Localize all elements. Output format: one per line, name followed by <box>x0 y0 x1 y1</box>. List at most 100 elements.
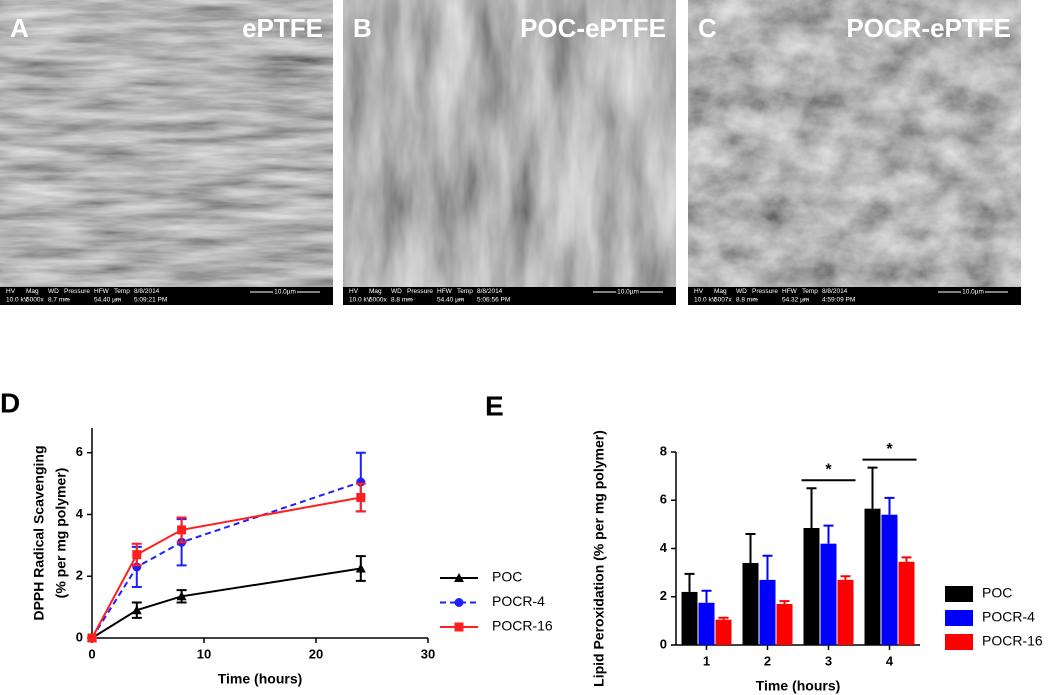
x-tick-label: 1 <box>703 653 710 668</box>
panel-letter: E <box>485 390 504 421</box>
y-tick-label: 4 <box>660 540 668 555</box>
panel-letter: D <box>0 387 20 418</box>
panel-title: ePTFE <box>242 13 323 43</box>
panel-title: POC-ePTFE <box>520 13 666 43</box>
y-tick-label: 0 <box>660 636 667 651</box>
error-bar <box>901 556 912 562</box>
panel-letter: C <box>698 13 717 43</box>
marker <box>454 598 464 607</box>
error-bar <box>806 487 817 528</box>
x-axis-label: Time (hours) <box>756 678 841 694</box>
info-value: 5000x <box>26 297 44 304</box>
bar <box>864 508 881 645</box>
info-value: 54.32 µm <box>782 297 809 304</box>
scale-label: 10.0µm <box>617 289 639 296</box>
info-value: --- <box>457 297 464 304</box>
info-time: 4:59:09 PM <box>822 297 855 304</box>
info-label: Pressure <box>752 288 778 295</box>
y-tick-label: 2 <box>660 588 667 603</box>
bar <box>742 562 759 645</box>
info-date: 8/8/2014 <box>134 288 160 295</box>
info-value: --- <box>752 297 759 304</box>
marker <box>87 633 97 643</box>
panel-title: POCR-ePTFE <box>846 13 1011 43</box>
marker <box>454 573 464 582</box>
legend-swatch <box>945 586 973 602</box>
info-value: --- <box>407 297 414 304</box>
info-label: HFW <box>94 288 110 295</box>
info-value: 10.0 kV <box>349 297 372 304</box>
scale-label: 10.0µm <box>274 289 296 296</box>
info-label: WD <box>736 288 747 295</box>
info-label: HFW <box>437 288 453 295</box>
legend-label: POCR-4 <box>982 609 1035 625</box>
info-value: 10.0 kV <box>6 297 29 304</box>
series-line <box>91 496 361 639</box>
marker <box>131 605 142 615</box>
bar <box>837 579 854 645</box>
info-label: WD <box>391 288 402 295</box>
y-axis-label: (% per mg polymer) <box>53 468 69 599</box>
info-time: 5:06:56 PM <box>477 297 510 304</box>
bar <box>776 603 793 645</box>
bar <box>803 527 820 645</box>
info-label: Temp <box>114 288 130 295</box>
marker <box>132 550 142 560</box>
sem-texture <box>0 0 333 305</box>
y-axis-label: DPPH Radical Scavenging <box>31 445 47 620</box>
sem-texture <box>343 0 676 305</box>
bar <box>715 619 732 645</box>
error-bar <box>701 589 712 603</box>
legend-swatch <box>945 634 973 650</box>
info-label: Mag <box>714 288 727 295</box>
info-label: Temp <box>802 288 818 295</box>
marker <box>454 622 464 632</box>
info-label: HFW <box>782 288 798 295</box>
series-line <box>91 481 362 639</box>
bar <box>759 579 776 645</box>
info-date: 8/8/2014 <box>477 288 503 295</box>
y-tick-label: 6 <box>76 444 83 459</box>
info-bar <box>343 287 676 305</box>
error-bar <box>718 616 729 620</box>
panel-letter: B <box>353 13 372 43</box>
info-label: HV <box>6 288 16 295</box>
legend-label: POCR-4 <box>492 593 545 609</box>
info-label: HV <box>349 288 359 295</box>
significance-label: * <box>886 441 893 458</box>
info-label: Mag <box>26 288 39 295</box>
error-bar <box>779 600 790 604</box>
info-value: 8.7 mm <box>48 297 70 304</box>
info-value: 8.8 mm <box>391 297 413 304</box>
info-label: Temp <box>457 288 473 295</box>
y-axis-label: Lipid Peroxidation (% per mg polymer) <box>591 430 607 687</box>
error-bar <box>840 575 851 580</box>
bar <box>698 602 715 645</box>
info-value: 5000x <box>369 297 387 304</box>
info-label: Mag <box>369 288 382 295</box>
error-bar <box>867 466 878 509</box>
bar <box>681 591 698 645</box>
significance-label: * <box>825 461 832 478</box>
x-axis-label: Time (hours) <box>218 671 303 687</box>
legend-label: POCR-16 <box>982 633 1043 649</box>
marker <box>176 591 187 601</box>
marker <box>177 525 187 535</box>
error-bar <box>823 524 834 544</box>
info-date: 8/8/2014 <box>822 288 848 295</box>
scale-label: 10.0µm <box>962 289 984 296</box>
info-label: Pressure <box>407 288 433 295</box>
info-label: HV <box>694 288 704 295</box>
legend-label: POC <box>982 585 1012 601</box>
info-bar <box>0 287 333 305</box>
x-tick-label: 30 <box>421 646 435 661</box>
info-value: --- <box>64 297 71 304</box>
x-tick-label: 4 <box>886 653 894 668</box>
legend-swatch <box>945 610 973 626</box>
y-tick-label: 0 <box>76 629 83 644</box>
x-tick-label: 10 <box>197 646 211 661</box>
x-tick-label: 20 <box>309 646 323 661</box>
y-tick-label: 4 <box>76 506 84 521</box>
